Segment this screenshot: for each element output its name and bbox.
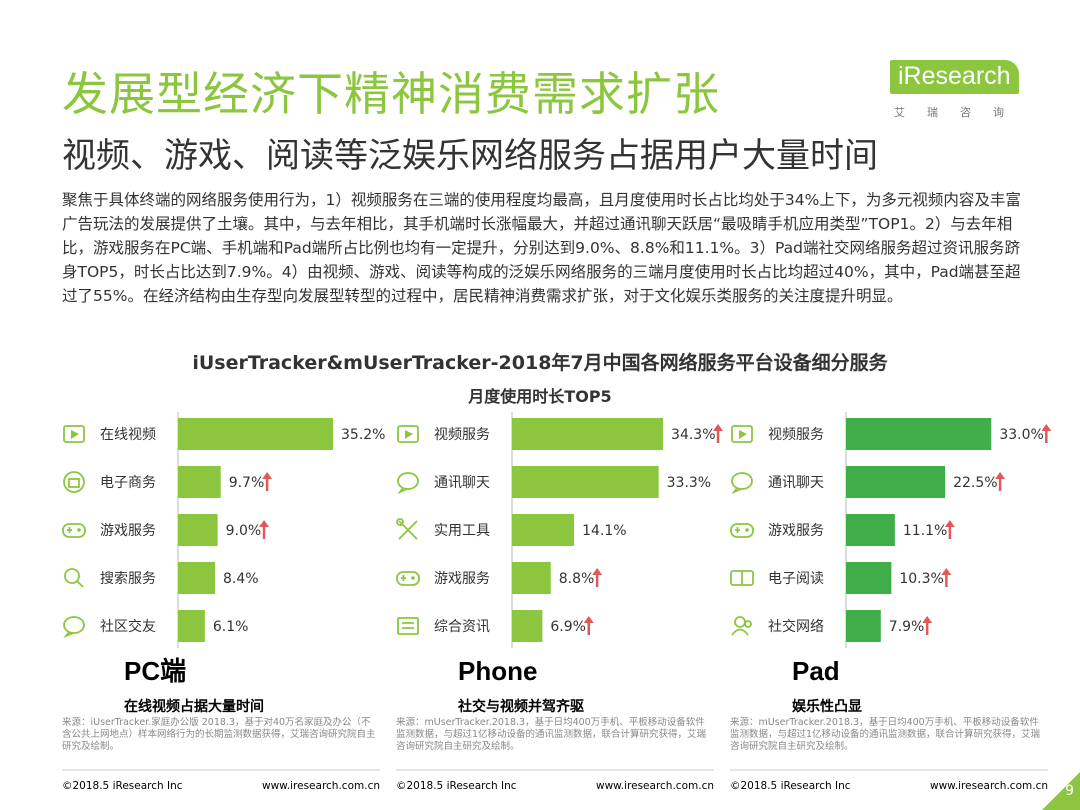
video-icon [397, 425, 419, 443]
chat-icon [63, 616, 85, 639]
iresearch-logo: iResearch 艾瑞咨询 [890, 60, 1020, 122]
bar [512, 610, 543, 642]
data-label: 14.1% [582, 523, 626, 539]
category-label: 视频服务 [768, 427, 824, 443]
bar [178, 610, 205, 642]
up-arrow-icon [592, 568, 603, 587]
up-arrow-icon [1041, 424, 1052, 443]
intro-paragraph: 聚焦于具体终端的网络服务使用行为，1）视频服务在三端的使用程度均最高，且月度使用… [62, 191, 1021, 305]
up-arrow-icon [713, 424, 724, 443]
data-label: 34.3% [671, 427, 715, 443]
source-note: 来源：mUserTracker.2018.3，基于日均400万手机、平板移动设备… [396, 717, 707, 752]
data-label: 6.1% [213, 619, 249, 635]
chat-icon [397, 472, 419, 495]
search-icon [64, 568, 84, 588]
footer-url: www.iresearch.com.cn [596, 780, 714, 792]
category-label: 综合资讯 [434, 619, 490, 635]
chart-title-line2: 月度使用时长TOP5 [468, 387, 612, 406]
category-label: 游戏服务 [100, 523, 156, 539]
category-label: 视频服务 [434, 427, 490, 443]
data-label: 7.9% [889, 619, 925, 635]
data-label: 9.0% [226, 523, 262, 539]
logo-word: iResearch [890, 60, 1019, 94]
category-label: 社区交友 [100, 618, 156, 635]
data-label: 33.3% [667, 475, 711, 491]
page-subtitle: 视频、游戏、阅读等泛娱乐网络服务占据用户大量时间 [62, 136, 878, 176]
tools-icon [396, 518, 418, 540]
chart-caption: 在线视频占据大量时间 [124, 698, 264, 715]
category-label: 在线视频 [100, 427, 156, 443]
chat-icon [731, 472, 753, 495]
chart-caption: 社交与视频并驾齐驱 [457, 698, 584, 715]
video-icon [731, 425, 753, 443]
bar [846, 418, 992, 450]
footer-copyright: ©2018.5 iResearch Inc [396, 780, 517, 792]
category-label: 电子阅读 [768, 570, 824, 587]
source-note: 来源：iUserTracker.家庭办公版 2018.3，基于对40万名家庭及办… [62, 717, 376, 752]
up-arrow-icon [941, 568, 952, 587]
ebook-icon [730, 570, 754, 586]
logo-subtext: 艾瑞咨询 [894, 106, 1026, 119]
category-label: 实用工具 [434, 523, 490, 539]
bar [846, 610, 881, 642]
news-icon [397, 617, 419, 635]
bar [846, 562, 892, 594]
footer-copyright: ©2018.5 iResearch Inc [730, 780, 851, 792]
chart-panel-2: 视频服务 33.0% 通讯聊天 22.5% 游戏服务 11.1% 电子阅读 10.3% 社交网络… [730, 412, 1052, 792]
chart-title: iUserTracker&mUserTracker-2018年7月中国各网络服务… [192, 352, 888, 374]
up-arrow-icon [583, 616, 594, 635]
up-arrow-icon [995, 472, 1006, 491]
data-label: 11.1% [903, 523, 947, 539]
category-label: 通讯聊天 [434, 475, 490, 491]
page-title: 发展型经济下精神消费需求扩张 [62, 67, 720, 121]
data-label: 10.3% [899, 571, 943, 587]
category-label: 游戏服务 [434, 571, 490, 587]
people-icon [731, 616, 752, 636]
category-label: 通讯聊天 [768, 475, 824, 491]
chart-panel-1: 视频服务 34.3% 通讯聊天 33.3% 实用工具 14.1% 游戏服务 8.8% 综合资讯 6… [396, 412, 724, 792]
data-label: 8.4% [223, 571, 259, 587]
category-label: 社交网络 [768, 618, 824, 635]
bar [512, 418, 664, 450]
footer-url: www.iresearch.com.cn [930, 780, 1048, 792]
bar [178, 514, 218, 546]
category-label: 电子商务 [100, 475, 156, 491]
data-label: 33.0% [999, 427, 1043, 443]
up-arrow-icon [259, 520, 270, 539]
data-label: 9.7% [229, 475, 265, 491]
platform-name: Phone [458, 656, 537, 686]
bar [178, 418, 333, 450]
bar [178, 562, 215, 594]
video-icon [63, 425, 85, 443]
category-label: 游戏服务 [768, 523, 824, 539]
up-arrow-icon [262, 472, 273, 491]
bar [178, 466, 221, 498]
game-icon [730, 523, 754, 538]
platform-name: PC端 [124, 656, 186, 686]
data-label: 8.8% [559, 571, 595, 587]
data-label: 22.5% [953, 475, 997, 491]
bar [846, 514, 895, 546]
platform-name: Pad [792, 656, 840, 686]
up-arrow-icon [922, 616, 933, 635]
source-note: 来源：mUserTracker.2018.3，基于日均400万手机、平板移动设备… [730, 717, 1041, 752]
chart-caption: 娱乐性凸显 [792, 698, 862, 715]
bar [512, 466, 659, 498]
chart-panel-0: 在线视频 35.2% 电子商务 9.7% 游戏服务 9.0% 搜索服务 8.4% 社区交友 6.1… [62, 412, 385, 792]
category-label: 搜索服务 [100, 570, 156, 587]
gamepad-icon [62, 523, 86, 538]
bar [846, 466, 946, 498]
data-label: 6.9% [550, 619, 586, 635]
shopping-icon [63, 471, 85, 493]
gamepad-icon [396, 571, 420, 586]
footer-copyright: ©2018.5 iResearch Inc [62, 780, 183, 792]
bar [512, 514, 575, 546]
bar [512, 562, 551, 594]
up-arrow-icon [944, 520, 955, 539]
footer-url: www.iresearch.com.cn [262, 780, 380, 792]
data-label: 35.2% [341, 427, 385, 443]
